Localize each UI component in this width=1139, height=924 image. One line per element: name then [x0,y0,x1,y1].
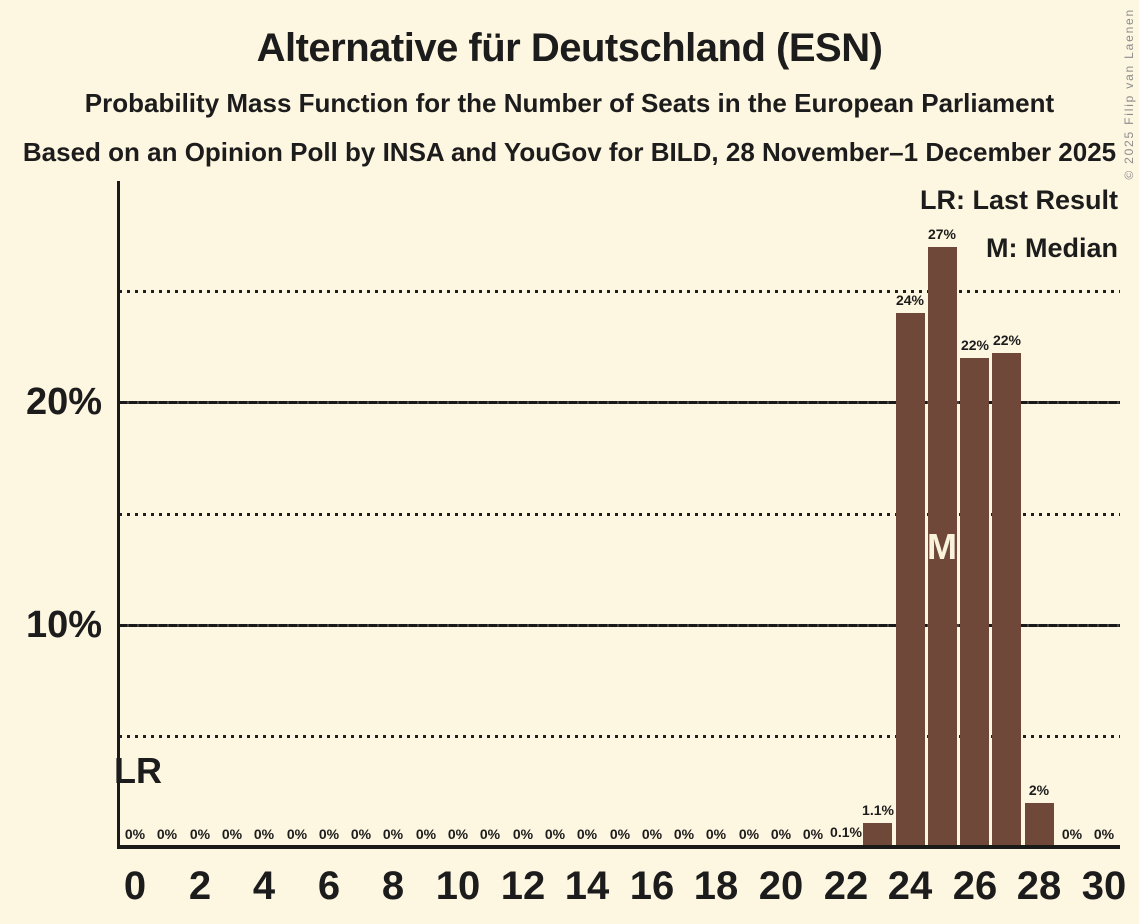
bar-seat-23 [863,823,892,849]
y-tick-label-10: 10% [25,604,102,646]
bar-label-seat-6: 0% [318,826,340,842]
median-marker: M [927,526,957,567]
x-tick-label-20: 20 [758,864,804,908]
bar-label-seat-29: 0% [1061,826,1083,842]
x-tick-label-2: 2 [188,864,212,908]
bar-label-seat-15: 0% [609,826,631,842]
bar-label-seat-11: 0% [479,826,501,842]
bar-seat-28 [1025,803,1054,849]
x-axis-line [117,845,1120,849]
bar-label-seat-24: 24% [895,292,925,308]
bar-label-seat-2: 0% [189,826,211,842]
bar-label-seat-23: 1.1% [862,802,894,818]
bar-label-seat-28: 2% [1028,782,1050,798]
bar-label-seat-5: 0% [286,826,308,842]
chart-source-line: Based on an Opinion Poll by INSA and You… [22,137,1117,167]
chart-subtitle: Probability Mass Function for the Number… [84,88,1055,118]
bar-seat-27 [992,353,1021,849]
x-tick-label-24: 24 [887,864,933,908]
gridline-solid-20pct [119,401,1120,404]
x-tick-label-18: 18 [693,864,739,908]
gridline-dotted-15pct [119,513,1120,516]
bar-label-seat-8: 0% [382,826,404,842]
gridline-dotted-5pct [119,735,1120,738]
x-tick-label-10: 10 [435,864,481,908]
gridline-dotted-25pct [119,290,1120,293]
bar-label-seat-7: 0% [350,826,372,842]
gridline-solid-10pct [119,624,1120,627]
bar-label-seat-13: 0% [544,826,566,842]
bar-label-seat-14: 0% [576,826,598,842]
last-result-marker: LR [114,750,162,791]
y-axis-line [117,181,120,849]
bar-label-seat-12: 0% [512,826,534,842]
bar-label-seat-9: 0% [415,826,437,842]
bar-seat-25 [928,247,957,849]
x-tick-label-14: 14 [564,864,610,908]
x-tick-label-30: 30 [1081,864,1127,908]
x-tick-label-4: 4 [252,864,276,908]
bar-label-seat-27: 22% [992,332,1022,348]
bar-label-seat-16: 0% [641,826,663,842]
bar-label-seat-1: 0% [156,826,178,842]
bar-label-seat-18: 0% [705,826,727,842]
bar-label-seat-0: 0% [124,826,146,842]
x-tick-label-16: 16 [629,864,675,908]
x-tick-label-28: 28 [1016,864,1062,908]
y-tick-label-20: 20% [25,381,102,423]
x-tick-label-12: 12 [500,864,546,908]
bar-seat-24 [896,313,925,849]
x-tick-label-0: 0 [123,864,147,908]
bar-label-seat-30: 0% [1093,826,1115,842]
legend-last-result: LR: Last Result [919,185,1118,215]
chart-title: Alternative für Deutschland (ESN) [256,26,883,70]
bar-label-seat-21: 0% [802,826,824,842]
bar-label-seat-25: 27% [927,226,957,242]
bar-label-seat-4: 0% [253,826,275,842]
x-tick-label-6: 6 [317,864,341,908]
x-tick-label-8: 8 [381,864,405,908]
x-tick-label-22: 22 [823,864,869,908]
bar-label-seat-20: 0% [770,826,792,842]
bar-seat-26 [960,358,989,849]
bar-label-seat-26: 22% [960,337,990,353]
x-tick-label-26: 26 [952,864,998,908]
bar-label-seat-19: 0% [738,826,760,842]
bar-label-seat-10: 0% [447,826,469,842]
bar-label-seat-17: 0% [673,826,695,842]
legend-median: M: Median [986,233,1118,263]
bar-label-seat-22: 0.1% [830,824,862,840]
bar-label-seat-3: 0% [221,826,243,842]
